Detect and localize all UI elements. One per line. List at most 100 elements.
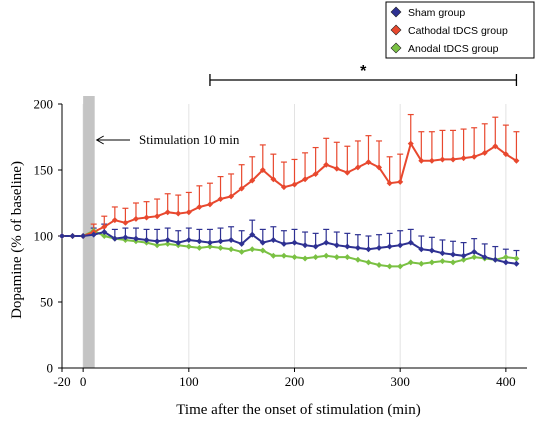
data-point (428, 247, 435, 254)
data-point (323, 161, 330, 168)
stimulation-label: Stimulation 10 min (139, 132, 240, 147)
data-point (196, 238, 203, 245)
data-point (460, 252, 467, 259)
data-point (428, 157, 435, 164)
data-point (354, 164, 361, 171)
series-lines (62, 141, 517, 268)
data-point (280, 240, 287, 247)
data-point (164, 209, 171, 216)
data-point (249, 246, 256, 253)
data-point (196, 203, 203, 210)
data-point (302, 255, 309, 262)
data-point (132, 235, 139, 242)
data-point (280, 252, 287, 259)
significance-bracket (209, 74, 518, 86)
data-point (238, 240, 245, 247)
data-point (69, 233, 76, 239)
significance-label: * (360, 63, 367, 80)
data-point (513, 157, 520, 164)
data-point (481, 254, 488, 261)
series-line (62, 141, 517, 237)
data-point (418, 157, 425, 164)
data-point (365, 159, 372, 166)
legend-marker (390, 42, 402, 54)
data-point (143, 214, 150, 221)
data-point (397, 263, 404, 270)
data-point (270, 176, 277, 183)
y-tick-label: 100 (34, 229, 54, 244)
x-tick-label: 300 (390, 374, 410, 389)
data-point (407, 259, 414, 266)
data-point (376, 262, 383, 269)
data-point (439, 156, 446, 163)
data-point (101, 223, 108, 230)
data-point (471, 248, 478, 255)
data-point (386, 263, 393, 270)
x-axis-ticks: -20 0 100 200 300 400 (53, 368, 516, 389)
data-point (206, 243, 213, 250)
data-point (344, 243, 351, 250)
x-tick-label: 200 (285, 374, 305, 389)
data-point (196, 244, 203, 251)
data-point (323, 239, 330, 246)
x-tick-label: -20 (53, 374, 70, 389)
data-point (249, 231, 256, 238)
data-point (217, 244, 224, 251)
data-point (502, 254, 509, 261)
data-point (154, 238, 161, 245)
data-point (154, 213, 161, 220)
data-point (228, 236, 235, 243)
data-point (344, 169, 351, 176)
data-point (365, 246, 372, 253)
data-point (386, 243, 393, 250)
data-point (407, 140, 414, 147)
data-point (513, 260, 520, 267)
data-point (101, 233, 108, 239)
data-point (291, 254, 298, 261)
data-point (122, 234, 129, 241)
data-point (228, 246, 235, 253)
data-point (217, 196, 224, 203)
data-point (80, 233, 87, 239)
data-point (439, 258, 446, 265)
data-point (259, 167, 266, 173)
data-point (249, 177, 256, 184)
data-point (154, 242, 161, 249)
data-point (365, 259, 372, 266)
data-point (111, 217, 118, 224)
legend-box (385, 1, 535, 59)
x-tick-label: 100 (179, 374, 199, 389)
data-point (333, 254, 340, 261)
data-point (238, 248, 245, 255)
data-point (492, 143, 499, 150)
data-point (354, 244, 361, 251)
data-point (450, 251, 457, 258)
data-point (291, 239, 298, 246)
x-tick-label: 0 (80, 374, 87, 389)
data-point (270, 236, 277, 243)
data-point (164, 236, 171, 243)
data-point (259, 239, 266, 246)
data-point (270, 252, 277, 259)
data-point (471, 153, 478, 160)
y-tick-label: 0 (47, 361, 54, 376)
data-point (122, 219, 129, 226)
data-point (513, 255, 520, 262)
data-point (428, 259, 435, 266)
series-points (59, 140, 520, 270)
data-point (344, 254, 351, 261)
data-point (302, 176, 309, 183)
legend-marker (390, 6, 402, 18)
series-line (62, 229, 517, 268)
data-point (143, 236, 150, 243)
x-tick-label: 400 (496, 374, 516, 389)
data-point (175, 239, 182, 246)
data-point (59, 233, 65, 239)
data-point (312, 254, 319, 261)
data-point (312, 170, 319, 177)
series-line (62, 230, 517, 265)
data-point (450, 156, 457, 163)
data-point (238, 185, 245, 192)
data-point (481, 149, 488, 156)
